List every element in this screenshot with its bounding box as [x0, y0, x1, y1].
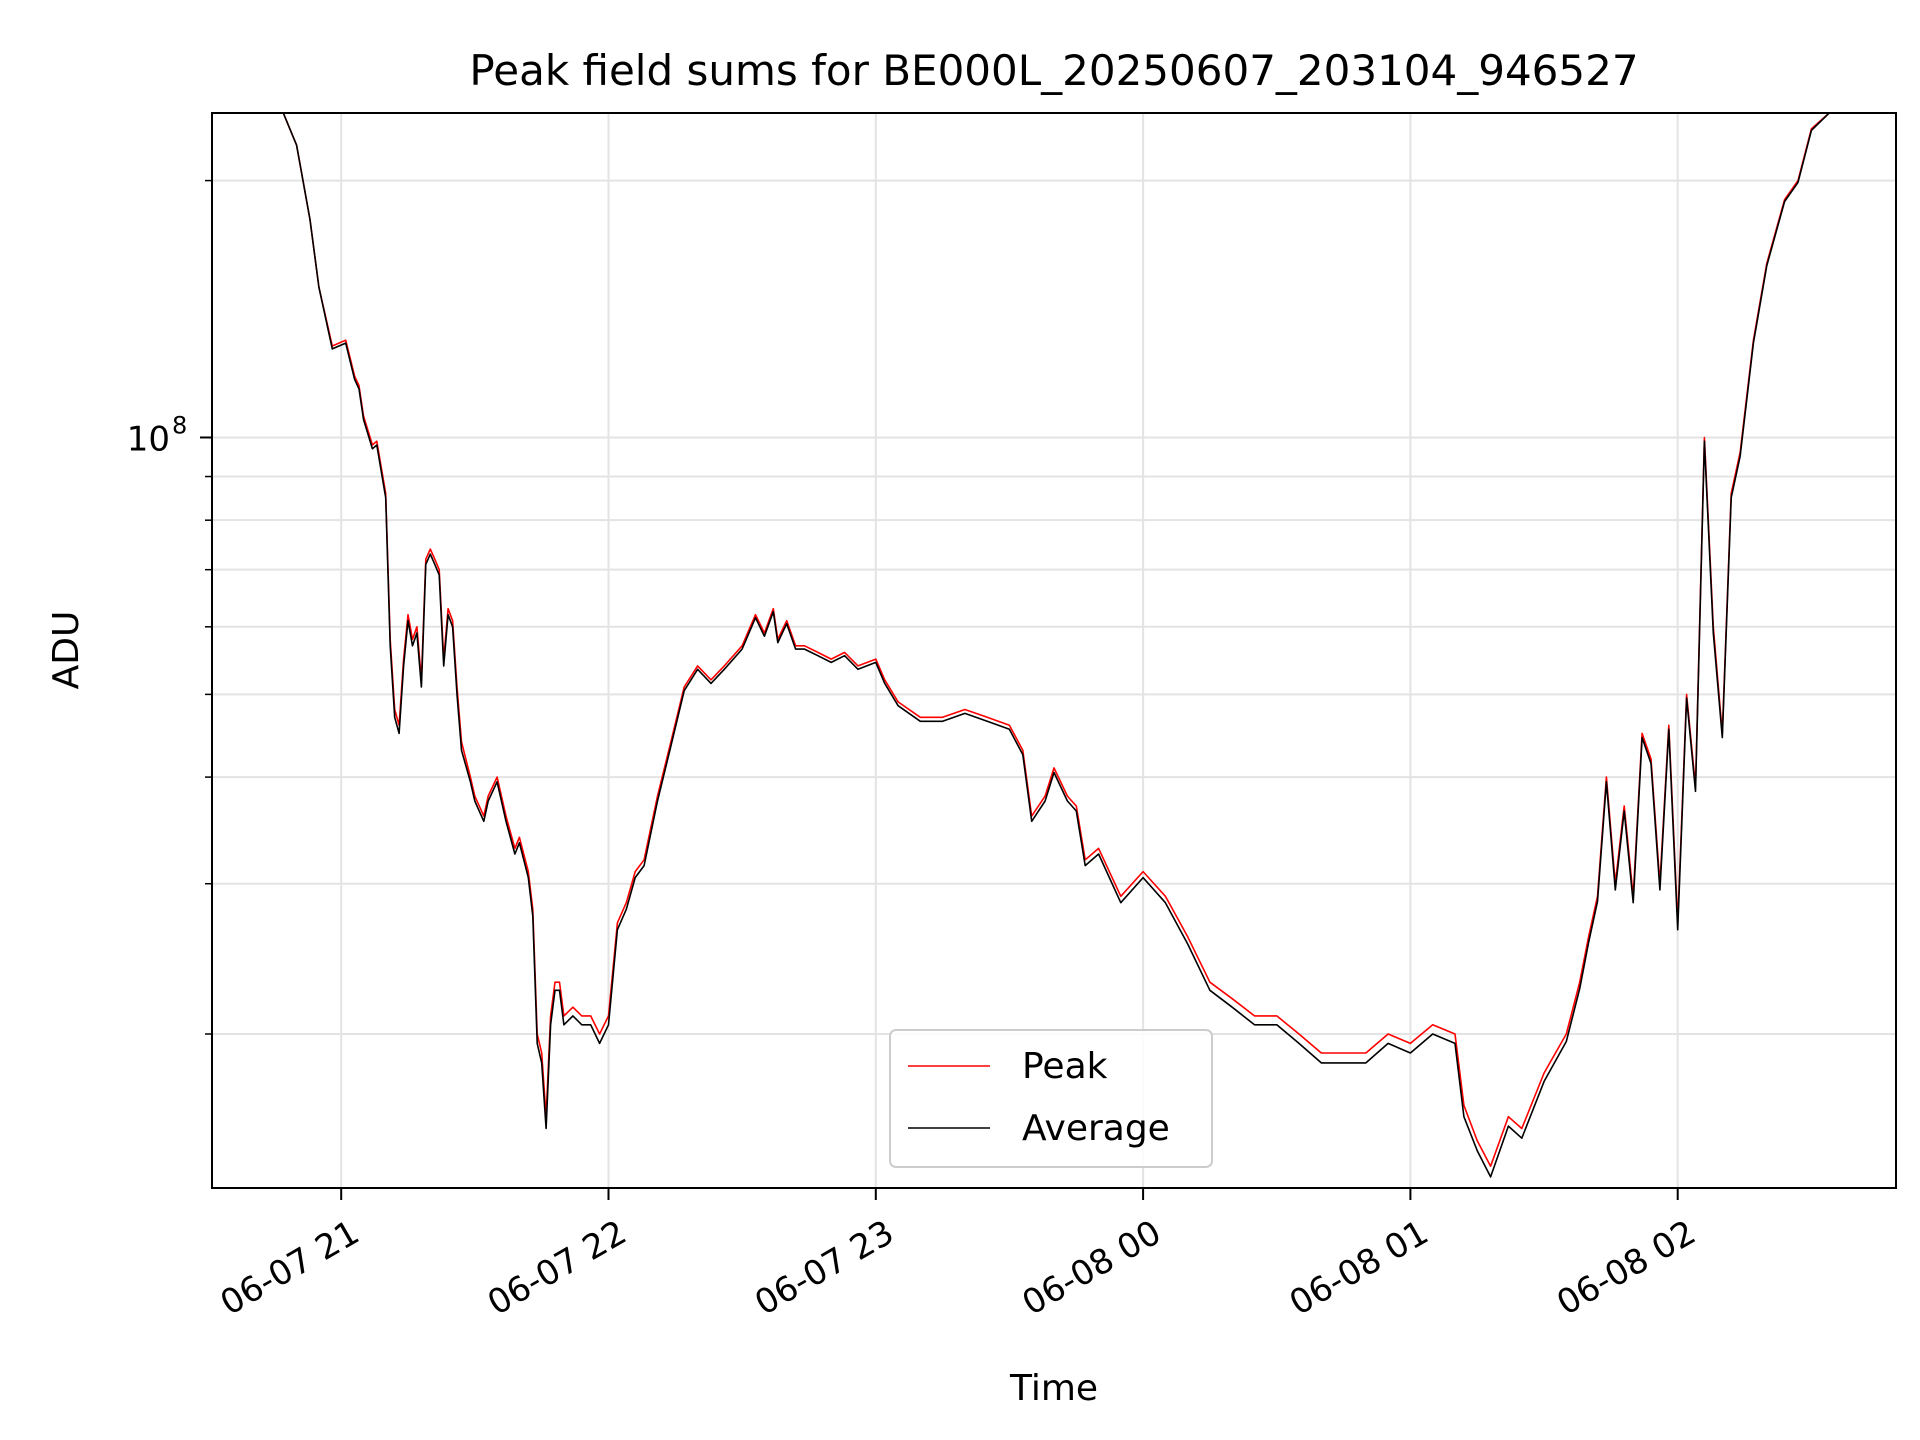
- legend-label-peak: Peak: [1022, 1046, 1108, 1087]
- series-lines: [212, 113, 1847, 1178]
- legend-box: [889, 1029, 1213, 1168]
- x-axis-label: Time: [1009, 1368, 1098, 1409]
- y-axis-label: ADU: [46, 611, 87, 690]
- legend: Peak Average: [889, 1029, 1213, 1168]
- y-tick-label-base: 10: [127, 419, 170, 459]
- y-axis-ticks: 10 8: [127, 179, 212, 1035]
- chart-title: Peak field sums for BE000L_20250607_2031…: [469, 46, 1638, 95]
- plot-frame: [211, 112, 1897, 1189]
- series-line-average: [212, 113, 1847, 1178]
- grid-lines: [212, 113, 1896, 1188]
- legend-label-average: Average: [1022, 1108, 1170, 1149]
- y-tick-label-exponent: 8: [172, 411, 187, 439]
